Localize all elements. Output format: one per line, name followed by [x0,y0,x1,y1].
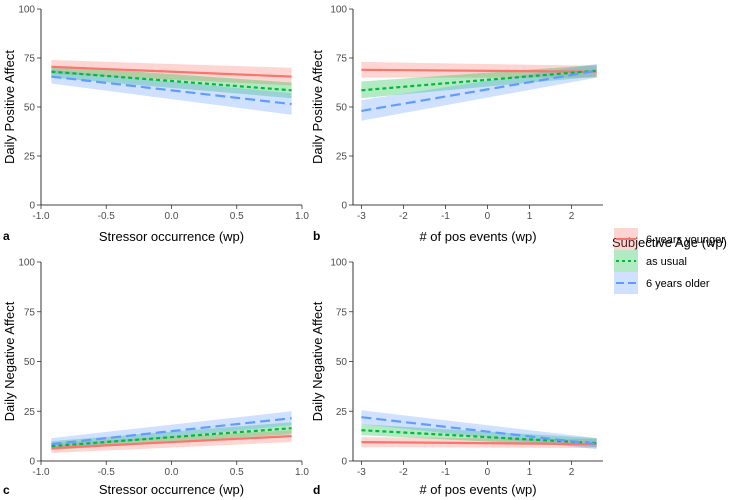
y-tick-label: 50 [24,357,36,368]
legend-entry-younger: 6 years younger [614,228,725,250]
legend-entry-as-usual: as usual [614,250,687,272]
y-tick-label: 100 [330,258,347,269]
trend-line-as-usual [361,429,597,445]
x-tick-label: -1.0 [32,211,50,222]
panel-letter: d [313,483,320,497]
panel-letter: c [3,483,10,497]
trend-line-6-years-younger [361,441,597,446]
x-axis-title: Stressor occurrence (wp) [99,229,244,244]
x-tick-label: -1.0 [32,467,50,478]
legend-entry-older: 6 years older [614,272,710,294]
trend-line-6-years-older [361,69,597,112]
y-tick-label: 75 [24,54,36,65]
trend-line-6-years-younger [361,68,597,73]
x-tick-label: -2 [399,467,408,478]
x-axis-title: # of pos events (wp) [419,229,536,244]
panel-a: -1.0 -0.5 0.0 0.5 1.0 0 25 50 75 100 Stressor occu… [2,5,309,245]
y-tick-label: 25 [336,407,348,418]
y-tick-label: 75 [336,307,348,318]
ci-band-6-years-older [361,63,597,121]
x-tick-label: -1 [441,467,450,478]
y-axis-title: Daily Positive Affect [2,50,17,164]
x-tick-label: -0.5 [98,211,116,222]
y-tick-label: 0 [29,457,35,468]
y-tick-label: 100 [18,258,35,269]
legend: Subjective Age (wp) 6 years younger as u… [612,228,727,294]
y-tick-label: 0 [341,457,347,468]
y-tick-label: 25 [24,407,36,418]
legend-key-older [614,272,638,294]
x-tick-label: 0.0 [165,211,179,222]
x-tick-label: 0.0 [165,467,179,478]
x-tick-label: 2 [569,211,575,222]
trend-line-6-years-younger [51,435,292,450]
panel-letter: a [3,229,10,243]
y-tick-label: 75 [24,307,36,318]
trend-line-as-usual [361,69,597,92]
y-tick-label: 75 [336,54,348,65]
legend-label-as-usual: as usual [646,256,687,268]
trend-line-6-years-younger [51,65,292,78]
x-tick-label: 1 [527,467,533,478]
y-axis-title: Daily Negative Affect [310,301,325,421]
x-tick-label: 1 [527,211,533,222]
x-tick-label: -3 [357,467,366,478]
y-tick-label: 25 [336,152,348,163]
x-tick-label: 1.0 [295,467,309,478]
trend-line-6-years-older [51,75,292,106]
legend-key-as-usual [614,250,638,272]
y-axis-title: Daily Negative Affect [2,301,17,421]
legend-title: Subjective Age (wp) [612,235,727,250]
panel-letter: b [313,229,320,243]
x-tick-label: -0.5 [98,467,116,478]
panel-c: -1.0 -0.5 0.0 0.5 1.0 0 25 50 75 100 Stressor occu… [2,258,309,498]
x-tick-label: -3 [357,211,366,222]
legend-label-younger: 6 years younger [646,234,725,246]
ci-band-6-years-older [51,69,292,115]
x-tick-label: 0 [485,211,491,222]
trend-line-as-usual [51,427,292,448]
x-tick-label: 2 [569,467,575,478]
x-axis-title: # of pos events (wp) [419,482,536,497]
y-tick-label: 100 [330,5,347,16]
trend-line-as-usual [51,70,292,92]
y-tick-label: 0 [29,201,35,212]
ci-band-as-usual [361,424,597,448]
x-axis-title: Stressor occurrence (wp) [99,482,244,497]
y-tick-label: 0 [341,201,347,212]
ci-band-as-usual [361,64,597,99]
x-tick-label: -1 [441,211,450,222]
panel-b: -3 -2 -1 0 1 2 0 25 50 75 100 # of pos events (wp) D… [310,5,603,244]
x-tick-label: -2 [399,211,408,222]
x-tick-label: 0 [485,467,491,478]
y-tick-label: 50 [336,357,348,368]
trend-line-6-years-older [51,417,292,446]
trend-line-6-years-older [361,416,597,446]
panel-d: -3 -2 -1 0 1 2 0 25 50 75 100 # of pos events (wp) D… [310,258,603,497]
y-tick-label: 25 [24,152,36,163]
legend-label-older: 6 years older [646,278,710,290]
y-axis-title: Daily Positive Affect [310,50,325,164]
y-tick-label: 50 [24,103,36,114]
x-tick-label: 1.0 [295,211,309,222]
x-tick-label: 0.5 [230,467,244,478]
y-tick-label: 100 [18,5,35,16]
y-tick-label: 50 [336,103,348,114]
x-tick-label: 0.5 [230,211,244,222]
